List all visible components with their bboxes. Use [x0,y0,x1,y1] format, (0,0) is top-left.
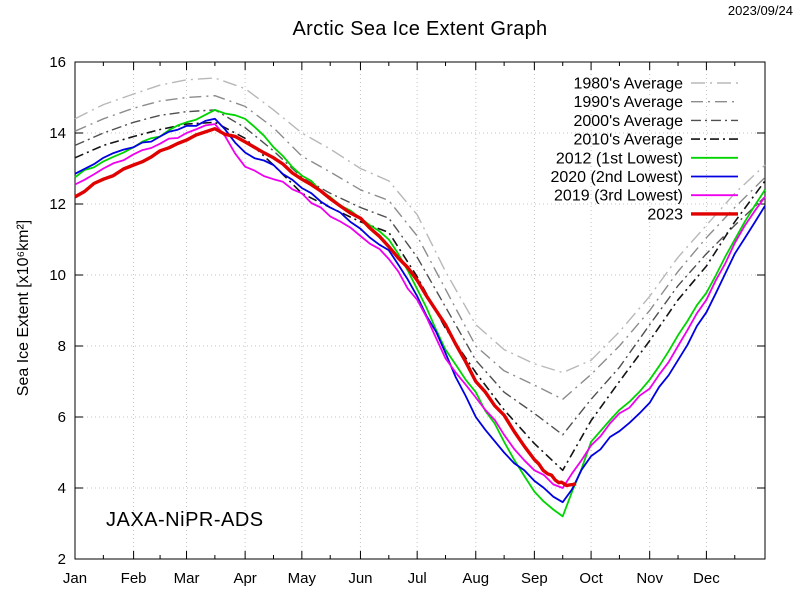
y-tick-label: 8 [58,338,66,355]
x-tick-label: Apr [233,570,256,587]
series-line-2012-1st-lowest- [74,109,766,518]
legend-label-2000-s-average: 2000's Average [573,113,683,130]
x-tick-label: Mar [174,570,200,587]
x-tick-label: Feb [121,570,147,587]
legend-label-2010-s-average: 2010's Average [573,132,683,149]
legend-label-2023: 2023 [647,206,683,223]
series-line-2000-s-average [74,109,766,436]
legend-label-2020-2nd-lowest-: 2020 (2nd Lowest) [550,169,683,186]
x-tick-label: May [288,570,317,587]
legend-label-2012-1st-lowest-: 2012 (1st Lowest) [556,150,683,167]
y-tick-label: 4 [58,480,66,497]
page-title: Arctic Sea Ice Extent Graph [292,18,548,40]
x-tick-labels: Jan Feb Mar Apr May Jun Jul Aug Sep Oct Nov Dec [63,570,720,587]
series-line-1980-s-average [74,77,766,374]
y-tick-label: 12 [49,196,66,213]
series-line-2020-2nd-lowest- [74,117,766,504]
y-tick-label: 16 [49,54,66,71]
legend-label-1980-s-average: 1980's Average [573,76,683,93]
series-line-2010-s-average [74,121,766,472]
y-tick-label: 14 [49,125,66,142]
x-tick-label: Jan [63,570,87,587]
watermark-label: JAXA-NiPR-ADS [106,509,264,531]
y-tick-label: 2 [58,551,66,568]
x-tick-label: Jun [348,570,372,587]
legend-label-1990-s-average: 1990's Average [573,94,683,111]
x-tick-label: Dec [693,570,720,587]
x-tick-label: Nov [636,570,663,587]
x-tick-label: Aug [462,570,489,587]
series-lines [74,77,766,518]
y-tick-label: 10 [49,267,66,284]
series-line-2019-3rd-lowest- [74,123,766,489]
axis-ticks [74,61,765,560]
series-line-1990-s-average [74,95,766,400]
x-tick-label: Oct [579,570,603,587]
y-tick-label: 6 [58,409,66,426]
date-label: 2023/09/24 [727,3,793,18]
x-tick-label: Jul [408,570,427,587]
plot-border [74,61,766,560]
x-tick-label: Sep [521,570,548,587]
legend-label-2019-3rd-lowest-: 2019 (3rd Lowest) [554,188,683,205]
y-axis-label: Sea Ice Extent [x10⁶km²] [15,219,32,397]
y-tick-labels: 2 4 6 8 10 12 14 16 [49,54,66,568]
series-line-2023 [74,126,577,488]
